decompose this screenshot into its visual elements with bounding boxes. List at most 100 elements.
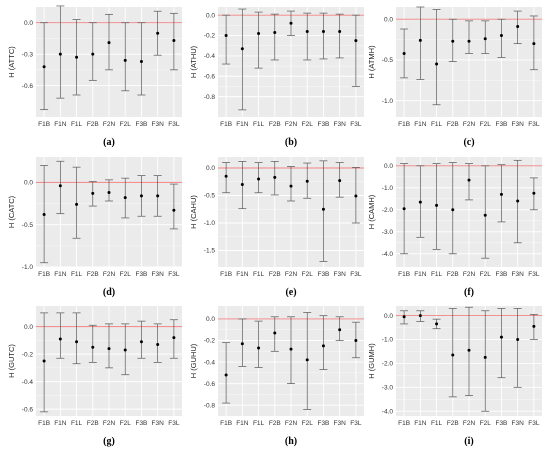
- x-tick-label: F1B: [220, 420, 232, 427]
- data-point-F2L: [123, 196, 127, 200]
- data-point-F2B: [451, 39, 455, 43]
- data-point-F1N: [240, 342, 244, 346]
- panel-label: (f): [464, 287, 474, 298]
- panel-label: (b): [285, 137, 297, 148]
- data-point-F3L: [354, 39, 358, 43]
- y-axis-label: H (GUMH): [367, 343, 376, 379]
- data-point-F2B: [451, 208, 455, 212]
- y-tick-label: -1.0: [382, 337, 394, 344]
- data-point-F1B: [402, 315, 406, 319]
- data-point-F1B: [224, 174, 228, 178]
- x-tick-label: F1N: [236, 121, 249, 128]
- data-point-F2B: [91, 345, 95, 349]
- data-point-F2L: [305, 358, 309, 362]
- x-tick-label: F2B: [447, 420, 459, 427]
- x-tick-label: F2B: [447, 121, 459, 128]
- data-point-F2B: [273, 30, 277, 34]
- x-tick-label: F1N: [414, 271, 427, 278]
- data-point-F1N: [418, 200, 422, 204]
- x-tick-label: F3N: [152, 121, 165, 128]
- data-point-F2B: [451, 353, 455, 357]
- data-point-F1B: [42, 65, 46, 69]
- data-point-F2B: [273, 175, 277, 179]
- x-tick-label: F3L: [528, 420, 540, 427]
- panel-label: (c): [463, 137, 474, 148]
- x-tick-label: F2B: [269, 271, 281, 278]
- chart-panel-d: 0.0 -0.5 -1.0 F1B F1N F1L F2B F2N F2L F3B F3N F3L H …: [7, 157, 182, 298]
- x-tick-label: F3N: [334, 271, 347, 278]
- x-tick-label: F3B: [317, 271, 329, 278]
- x-tick-label: F1N: [414, 420, 427, 427]
- x-tick-label: F2N: [463, 271, 476, 278]
- y-tick-label: -3.0: [382, 385, 394, 392]
- data-point-F2N: [467, 39, 471, 43]
- x-tick-label: F2B: [87, 121, 99, 128]
- data-point-F1B: [224, 373, 228, 377]
- x-tick-label: F2L: [120, 271, 132, 278]
- panel-label: (h): [285, 436, 297, 447]
- data-point-F1N: [240, 47, 244, 51]
- x-tick-label: F3N: [152, 271, 165, 278]
- x-tick-label: F2L: [480, 420, 492, 427]
- x-tick-label: F1L: [253, 121, 265, 128]
- y-tick-label: -0.2: [204, 33, 216, 40]
- chart-panel-h: 0.0 -0.2 -0.4 -0.6 -0.8 F1B F1N F1L F2B F2N F2L F3B…: [189, 306, 364, 447]
- data-point-F3B: [499, 34, 503, 38]
- y-axis-label: H (ATTC): [7, 46, 16, 78]
- y-tick-label: 0.0: [384, 16, 393, 23]
- y-tick-label: -0.4: [204, 53, 216, 60]
- data-point-F3L: [532, 324, 536, 328]
- data-point-F1N: [58, 337, 62, 341]
- x-tick-label: F2L: [480, 271, 492, 278]
- data-point-F3B: [499, 335, 503, 339]
- x-tick-label: F1L: [253, 420, 265, 427]
- x-tick-label: F1B: [398, 420, 410, 427]
- data-point-F3L: [172, 336, 176, 340]
- data-point-F1L: [435, 322, 439, 326]
- data-point-F3L: [354, 339, 358, 343]
- x-tick-label: F3N: [334, 420, 347, 427]
- y-tick-label: -0.4: [22, 379, 34, 386]
- x-tick-label: F3L: [528, 121, 540, 128]
- data-point-F3L: [172, 208, 176, 212]
- y-tick-label: -0.8: [204, 94, 216, 101]
- y-tick-label: 0.0: [206, 316, 215, 323]
- x-tick-label: F2N: [103, 271, 116, 278]
- data-point-F3L: [172, 39, 176, 43]
- data-point-F1B: [402, 51, 406, 55]
- x-tick-label: F1L: [253, 271, 265, 278]
- y-tick-label: -2.0: [382, 361, 394, 368]
- data-point-F2L: [123, 58, 127, 62]
- x-tick-label: F3N: [512, 420, 525, 427]
- data-point-F2N: [467, 178, 471, 182]
- data-point-F1B: [402, 207, 406, 211]
- chart-panel-i: 0.0 -1.0 -2.0 -3.0 -4.0 F1B F1N F1L F2B F2N F2L F3B…: [367, 306, 542, 447]
- data-point-F3B: [321, 29, 325, 33]
- x-tick-label: F1N: [54, 420, 67, 427]
- y-tick-label: -4.0: [382, 251, 394, 258]
- x-tick-label: F1L: [71, 420, 83, 427]
- x-tick-label: F2L: [120, 420, 132, 427]
- x-tick-label: F3B: [317, 420, 329, 427]
- data-point-F2N: [289, 184, 293, 188]
- data-point-F2N: [107, 347, 111, 351]
- data-point-F3L: [532, 42, 536, 46]
- x-tick-label: F2B: [87, 420, 99, 427]
- data-point-F2L: [483, 37, 487, 41]
- x-tick-label: F2N: [463, 420, 476, 427]
- x-tick-label: F3L: [350, 271, 362, 278]
- data-point-F3N: [156, 194, 160, 198]
- x-tick-label: F3L: [350, 121, 362, 128]
- data-point-F2L: [483, 213, 487, 217]
- x-tick-label: F3B: [135, 121, 147, 128]
- x-tick-label: F3L: [168, 271, 180, 278]
- x-tick-label: F3B: [317, 121, 329, 128]
- x-tick-label: F3B: [135, 271, 147, 278]
- data-point-F2L: [123, 348, 127, 352]
- y-tick-label: 0.0: [384, 163, 393, 170]
- panel-label: (a): [103, 137, 115, 148]
- x-tick-label: F1B: [38, 271, 50, 278]
- y-axis-label: H (CATC): [7, 195, 16, 228]
- data-point-F1L: [257, 346, 261, 350]
- x-tick-label: F2B: [269, 420, 281, 427]
